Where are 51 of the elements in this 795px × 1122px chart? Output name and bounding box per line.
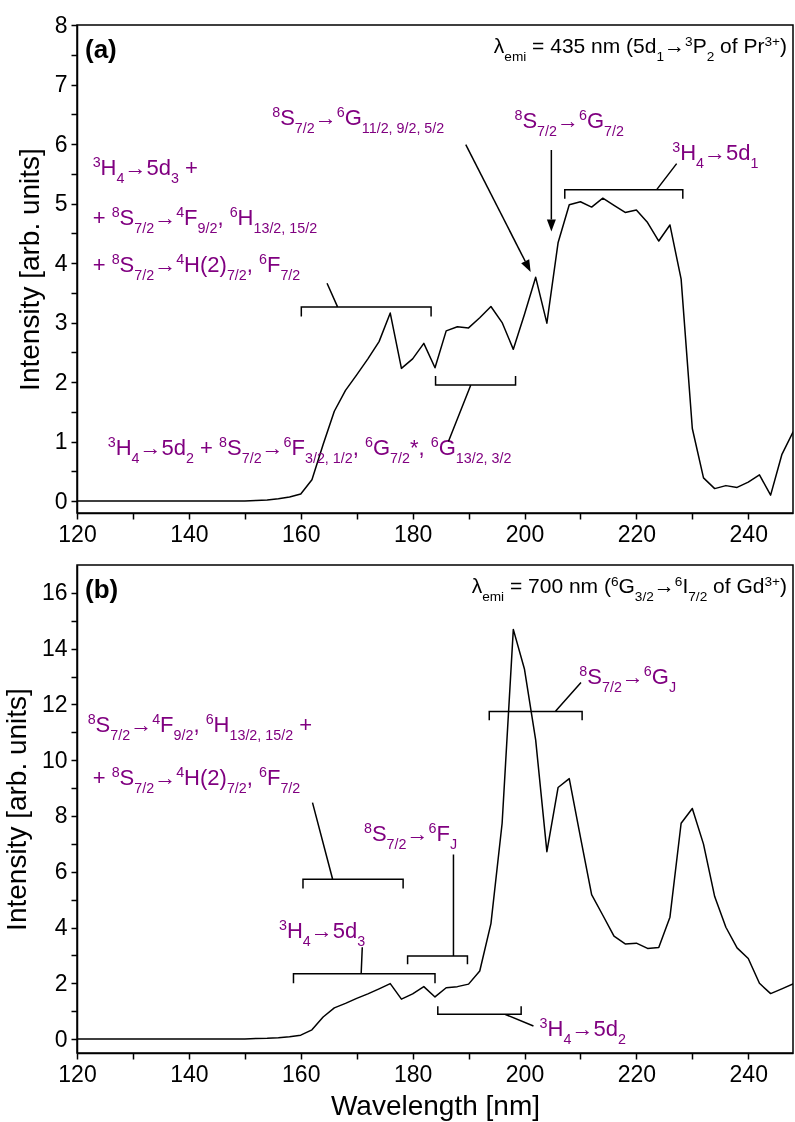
annotation: $^{8}$S$_{7/2}$→$^{6}$G$_{11/2, 9/2, 5/2}$ [272,103,445,136]
x-tick-label: 160 [282,1060,321,1087]
annotation: $^{8}$S$_{7/2}$→$^{6}$G$_{J}$ [579,663,677,696]
x-tick-label: 160 [282,520,321,547]
y-tick-label: 3 [54,309,68,336]
y-tick-label: 8 [54,802,68,829]
x-tick-label: 240 [729,520,768,547]
y-tick-label: 2 [54,969,68,996]
x-tick-label: 120 [58,1060,97,1087]
chart-title: (a) [85,34,117,64]
y-axis-title: Intensity [arb. units] [13,148,45,391]
annotation: $^{3}$H$_{4}$→5d$_{3}$ + [92,153,198,186]
x-tick-label: 220 [617,520,657,547]
y-axis-title: Intensity [arb. units] [0,688,32,931]
annotation: $^{8}$S$_{7/2}$→$^{6}$F$_{J}$ [363,819,458,852]
y-tick-label: 4 [54,249,68,276]
y-tick-label: 4 [54,914,68,941]
annotation: $^{3}$H$_{4}$→5d$_{2}$ [539,1015,626,1048]
x-tick-label: 140 [170,520,209,547]
annotation: $^{3}$H$_{4}$→5d$_{1}$ [672,139,759,172]
text: + $^{8}$S$_{7/2}$→$^{4}$H(2)$_{7/2}$, $^{6}$F$_{7/2}$ [92,764,301,797]
x-tick-label: 120 [58,520,97,547]
annotation: $^{8}$S$_{7/2}$→$^{6}$G$_{7/2}$ [514,106,624,139]
text: λ$_{emi}$ = 435 nm (5d$_{1}$→$^{3}$P$_{2}$ of Pr$^{3+}$) [493,33,787,64]
chart-title: (b) [85,574,119,604]
y-tick-label: 5 [54,190,68,217]
y-tick-label: 2 [54,368,68,395]
y-tick-label: 16 [41,579,68,606]
annotation: $^{3}$H$_{4}$→5d$_{3}$ [278,916,366,949]
y-tick-label: 12 [41,690,68,717]
y-tick-label: 0 [54,1025,68,1052]
y-tick-label: 10 [41,746,68,773]
y-tick-label: 6 [54,858,68,885]
y-tick-label: 7 [54,71,68,98]
x-tick-label: 140 [170,1060,209,1087]
text: + $^{8}$S$_{7/2}$→$^{4}$F$_{9/2}$, $^{6}$H$_{13/2, 15/2}$ [92,203,318,236]
y-tick-label: 1 [54,428,68,455]
x-tick-label: 220 [617,1060,657,1087]
x-tick-label: 180 [393,1060,433,1087]
text: + $^{8}$S$_{7/2}$→$^{4}$H(2)$_{7/2}$, $^{6}$F$_{7/2}$ [92,250,301,283]
y-tick-label: 8 [54,11,68,38]
text: $^{8}$S$_{7/2}$→$^{4}$F$_{9/2}$, $^{6}$H$_{13/2, 15/2}$ + [87,711,313,744]
x-tick-label: 200 [505,520,545,547]
x-tick-label: 200 [505,1060,545,1087]
x-axis-title: Wavelength [nm] [330,1089,541,1121]
text: λ$_{emi}$ = 700 nm ($^{6}$G$_{3/2}$→$^{6}$I$_{7/2}$ of Gd$^{3+}$) [471,573,787,604]
x-tick-label: 180 [393,520,433,547]
y-tick-label: 0 [54,487,68,514]
y-tick-label: 6 [54,130,68,157]
y-tick-label: 14 [41,635,68,662]
x-tick-label: 240 [729,1060,768,1087]
